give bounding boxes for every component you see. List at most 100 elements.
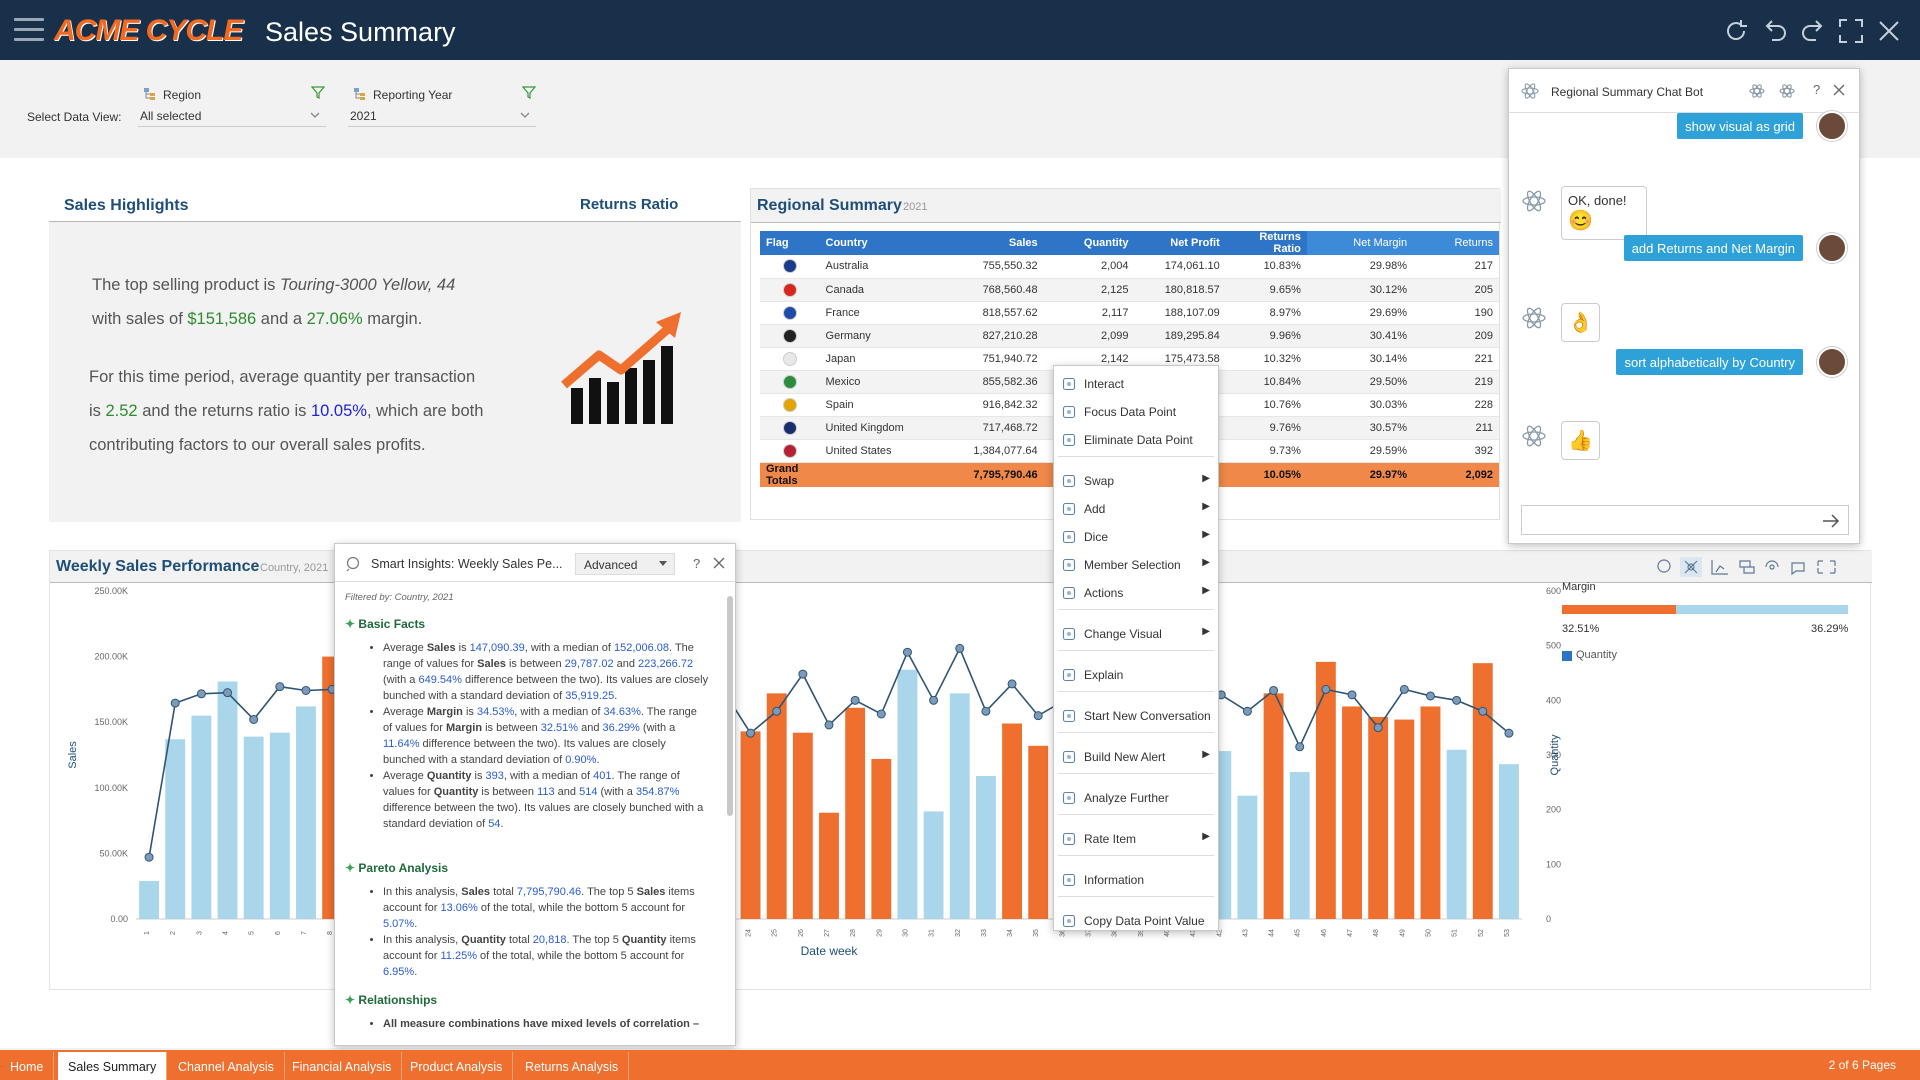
bar[interactable] [243, 736, 264, 919]
bar[interactable] [766, 693, 787, 919]
flag-cell[interactable] [760, 255, 820, 279]
margin-cell[interactable]: 29.69% [1306, 301, 1414, 325]
margin-cell[interactable]: 30.41% [1306, 324, 1414, 348]
line-point[interactable] [1007, 679, 1017, 689]
returns-cell[interactable]: 211 [1413, 416, 1499, 440]
insights-mode-select[interactable]: Advanced [575, 553, 675, 575]
col-header[interactable]: Flag [760, 231, 820, 255]
bar[interactable] [1028, 745, 1049, 919]
line-point[interactable] [746, 728, 756, 738]
close-icon[interactable] [713, 557, 725, 569]
menu-item-explain[interactable]: Explain [1054, 662, 1218, 688]
bar[interactable] [1002, 723, 1022, 919]
country-cell[interactable]: Japan [819, 347, 948, 371]
line-point[interactable] [1242, 706, 1252, 716]
line-point[interactable] [1452, 695, 1462, 705]
ratio-cell[interactable]: 10.84% [1225, 370, 1307, 394]
bar[interactable] [949, 693, 970, 919]
line-point[interactable] [1295, 742, 1305, 752]
total-cell[interactable] [819, 462, 948, 487]
line-point[interactable] [1425, 691, 1435, 701]
tab-channel-analysis[interactable]: Channel Analysis [168, 1052, 285, 1080]
bar[interactable] [845, 707, 866, 919]
returns-cell[interactable]: 392 [1413, 439, 1499, 463]
menu-item-rate-item[interactable]: Rate Item ▶ [1054, 826, 1218, 852]
bar[interactable] [217, 681, 238, 919]
send-icon[interactable] [1822, 514, 1840, 528]
line-point[interactable] [275, 682, 285, 692]
table-row[interactable]: France 818,557.62 2,117 188,107.09 8.97% 29.6… [760, 301, 1499, 325]
sales-cell[interactable]: 818,557.62 [947, 301, 1044, 325]
sales-cell[interactable]: 755,550.32 [947, 255, 1044, 279]
sales-cell[interactable]: 827,210.28 [947, 324, 1044, 348]
menu-item-analyze-further[interactable]: Analyze Further [1054, 785, 1218, 811]
bar[interactable] [1446, 749, 1467, 919]
menu-item-start-new-conversation[interactable]: Start New Conversation [1054, 703, 1218, 729]
line-point[interactable] [850, 695, 860, 705]
col-header[interactable]: Quantity [1043, 231, 1135, 255]
bar[interactable] [1498, 764, 1519, 919]
ratio-cell[interactable]: 10.83% [1225, 255, 1307, 279]
margin-cell[interactable]: 29.98% [1306, 255, 1414, 279]
col-header[interactable]: Net Margin [1306, 231, 1414, 255]
line-point[interactable] [1347, 690, 1357, 700]
bot-settings-icon[interactable] [1779, 83, 1795, 99]
line-point[interactable] [223, 688, 233, 698]
table-row[interactable]: Germany 827,210.28 2,099 189,295.84 9.96% 30.… [760, 324, 1499, 348]
line-point[interactable] [301, 685, 311, 695]
returns-cell[interactable]: 221 [1413, 347, 1499, 371]
ratio-cell[interactable]: 8.97% [1225, 301, 1307, 325]
country-cell[interactable]: United Kingdom [819, 416, 948, 440]
total-cell[interactable]: 7,795,790.46 [947, 462, 1044, 487]
bar[interactable] [1263, 693, 1284, 919]
menu-item-information[interactable]: Information [1054, 867, 1218, 893]
flag-cell[interactable] [760, 393, 820, 417]
fullscreen-icon[interactable] [1836, 16, 1866, 46]
line-point[interactable] [1269, 685, 1279, 695]
filter-icon[interactable] [311, 86, 325, 100]
scrollbar[interactable] [727, 596, 733, 816]
bar[interactable] [1420, 706, 1441, 919]
line-point[interactable] [876, 709, 886, 719]
menu-item-eliminate-data-point[interactable]: Eliminate Data Point [1054, 427, 1218, 453]
menu-item-build-new-alert[interactable]: Build New Alert ▶ [1054, 744, 1218, 770]
qty-cell[interactable]: 2,099 [1043, 324, 1135, 348]
ratio-cell[interactable]: 9.65% [1225, 278, 1307, 302]
sales-cell[interactable]: 717,468.72 [947, 416, 1044, 440]
menu-item-dice[interactable]: Dice ▶ [1054, 524, 1218, 550]
help-icon[interactable]: ? [693, 556, 701, 571]
menu-item-interact[interactable]: Interact [1054, 371, 1218, 397]
col-header[interactable]: Returns Ratio [1225, 231, 1307, 255]
section-relationships[interactable]: ✦ Relationships [345, 993, 438, 1007]
bar[interactable] [139, 880, 160, 919]
qty-cell[interactable]: 2,125 [1043, 278, 1135, 302]
menu-item-actions[interactable]: Actions ▶ [1054, 580, 1218, 606]
bar[interactable] [191, 715, 212, 919]
undo-icon[interactable] [1760, 16, 1790, 46]
country-cell[interactable]: Germany [819, 324, 948, 348]
bar[interactable] [975, 775, 996, 919]
margin-cell[interactable]: 30.14% [1306, 347, 1414, 371]
qty-cell[interactable]: 2,004 [1043, 255, 1135, 279]
table-row[interactable]: Japan 751,940.72 2,142 175,473.58 10.32% 30.1… [760, 347, 1499, 371]
col-header[interactable]: Sales [947, 231, 1044, 255]
chat-input[interactable] [1521, 505, 1849, 535]
returns-cell[interactable]: 217 [1413, 255, 1499, 279]
line-point[interactable] [981, 706, 991, 716]
returns-cell[interactable]: 228 [1413, 393, 1499, 417]
sales-cell[interactable]: 751,940.72 [947, 347, 1044, 371]
bar[interactable] [1342, 706, 1362, 919]
country-cell[interactable]: United States [819, 439, 948, 463]
tab-financial-analysis[interactable]: Financial Analysis [282, 1052, 403, 1080]
line-point[interactable] [170, 698, 180, 708]
line-point[interactable] [798, 669, 808, 679]
bar[interactable] [296, 706, 316, 919]
qty-cell[interactable]: 2,117 [1043, 301, 1135, 325]
flag-cell[interactable] [760, 347, 820, 371]
close-icon[interactable] [1874, 16, 1904, 46]
total-cell[interactable]: 29.97% [1306, 462, 1414, 487]
section-pareto[interactable]: ✦ Pareto Analysis [345, 861, 449, 875]
line-point[interactable] [902, 647, 912, 657]
country-cell[interactable]: Australia [819, 255, 948, 279]
section-basic-facts[interactable]: ✦ Basic Facts [345, 617, 426, 631]
